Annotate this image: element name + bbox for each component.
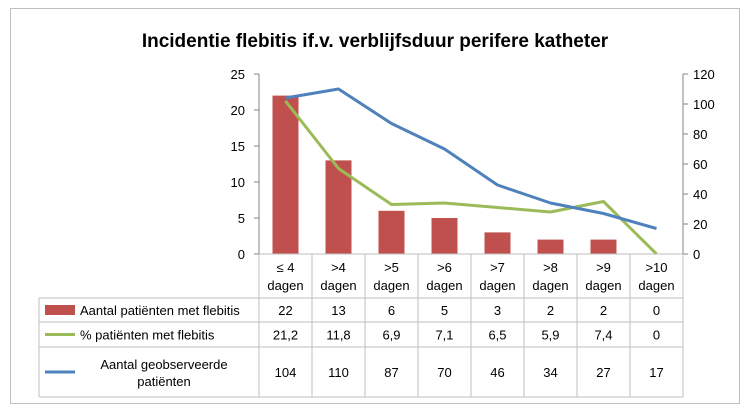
category-label: dagen bbox=[479, 278, 515, 293]
category-label: >5 bbox=[384, 260, 399, 275]
table-cell-value: 2 bbox=[547, 303, 554, 318]
table-cell-value: 6,9 bbox=[382, 328, 400, 343]
legend-key-bar bbox=[45, 305, 75, 315]
data-table: ≤ 4 dagen >4 dagen >5 dagen >6 dagen >7 dagen >8 da… bbox=[38, 253, 684, 398]
category-label: dagen bbox=[426, 278, 462, 293]
left-tick-label: 15 bbox=[231, 139, 245, 154]
table-cell-value: 2 bbox=[600, 303, 607, 318]
right-tick-label: 120 bbox=[693, 67, 715, 82]
category-label: dagen bbox=[638, 278, 674, 293]
category-label: dagen bbox=[532, 278, 568, 293]
legend-label: Aantal geobserveerde bbox=[100, 357, 227, 372]
right-tick-label: 20 bbox=[693, 217, 707, 232]
bar-flebitis bbox=[272, 95, 299, 254]
table-cell-value: 11,8 bbox=[326, 328, 350, 343]
chart-frame bbox=[10, 8, 740, 404]
table-cell-value: 87 bbox=[384, 365, 398, 380]
bar-flebitis bbox=[590, 239, 617, 254]
legend-label: patiënten bbox=[137, 374, 191, 389]
category-label: dagen bbox=[585, 278, 621, 293]
line-percent-flebitis bbox=[284, 100, 658, 256]
category-label: >4 bbox=[331, 260, 346, 275]
table-cell-value: 27 bbox=[596, 365, 610, 380]
table-cell-value: 7,4 bbox=[594, 328, 612, 343]
table-cell-value: 70 bbox=[437, 365, 451, 380]
category-label: >8 bbox=[543, 260, 558, 275]
table-cell-value: 7,1 bbox=[435, 328, 453, 343]
bar-flebitis bbox=[537, 239, 564, 254]
table-cell-value: 17 bbox=[649, 365, 663, 380]
category-label: dagen bbox=[373, 278, 409, 293]
table-cell-value: 13 bbox=[331, 303, 345, 318]
category-label: >7 bbox=[490, 260, 505, 275]
category-label: >9 bbox=[596, 260, 611, 275]
table-cell-value: 34 bbox=[543, 365, 557, 380]
category-label: >10 bbox=[645, 260, 667, 275]
table-cell-value: 46 bbox=[490, 365, 504, 380]
table-cell-value: 0 bbox=[653, 328, 660, 343]
right-tick-label: 60 bbox=[693, 157, 707, 172]
left-tick-label: 5 bbox=[238, 211, 245, 226]
right-tick-label: 40 bbox=[693, 187, 707, 202]
category-label: ≤ 4 bbox=[277, 260, 295, 275]
left-tick-label: 10 bbox=[231, 175, 245, 190]
line-observed-patients bbox=[285, 87, 657, 230]
right-tick-label: 80 bbox=[693, 127, 707, 142]
left-tick-label: 0 bbox=[238, 247, 245, 262]
table-cell-value: 5 bbox=[441, 303, 448, 318]
right-tick-label: 0 bbox=[693, 247, 700, 262]
right-tick-label: 100 bbox=[693, 97, 715, 112]
left-tick-label: 25 bbox=[231, 67, 245, 82]
bar-flebitis bbox=[484, 232, 511, 254]
table-cell-value: 104 bbox=[275, 365, 297, 380]
table-cell-value: 110 bbox=[328, 365, 349, 380]
plot-area: 0 5 10 15 20 25 0 20 40 60 80 100 120 bbox=[231, 67, 715, 262]
bar-flebitis bbox=[378, 210, 405, 254]
table-cell-value: 6,5 bbox=[488, 328, 506, 343]
left-tick-label: 20 bbox=[231, 103, 245, 118]
category-label: dagen bbox=[320, 278, 356, 293]
category-label: dagen bbox=[267, 278, 303, 293]
table-cell-value: 22 bbox=[278, 303, 292, 318]
bar-flebitis bbox=[431, 218, 458, 254]
chart-title: Incidentie flebitis if.v. verblijfsduur … bbox=[142, 31, 609, 52]
legend-label: Aantal patiënten met flebitis bbox=[80, 303, 240, 318]
table-cell-value: 5,9 bbox=[541, 328, 559, 343]
table-cell-value: 6 bbox=[388, 303, 395, 318]
table-cell-value: 3 bbox=[494, 303, 501, 318]
table-cell-value: 21,2 bbox=[273, 328, 298, 343]
table-cell-value: 0 bbox=[653, 303, 660, 318]
category-label: >6 bbox=[437, 260, 452, 275]
legend-label: % patiënten met flebitis bbox=[80, 328, 215, 343]
